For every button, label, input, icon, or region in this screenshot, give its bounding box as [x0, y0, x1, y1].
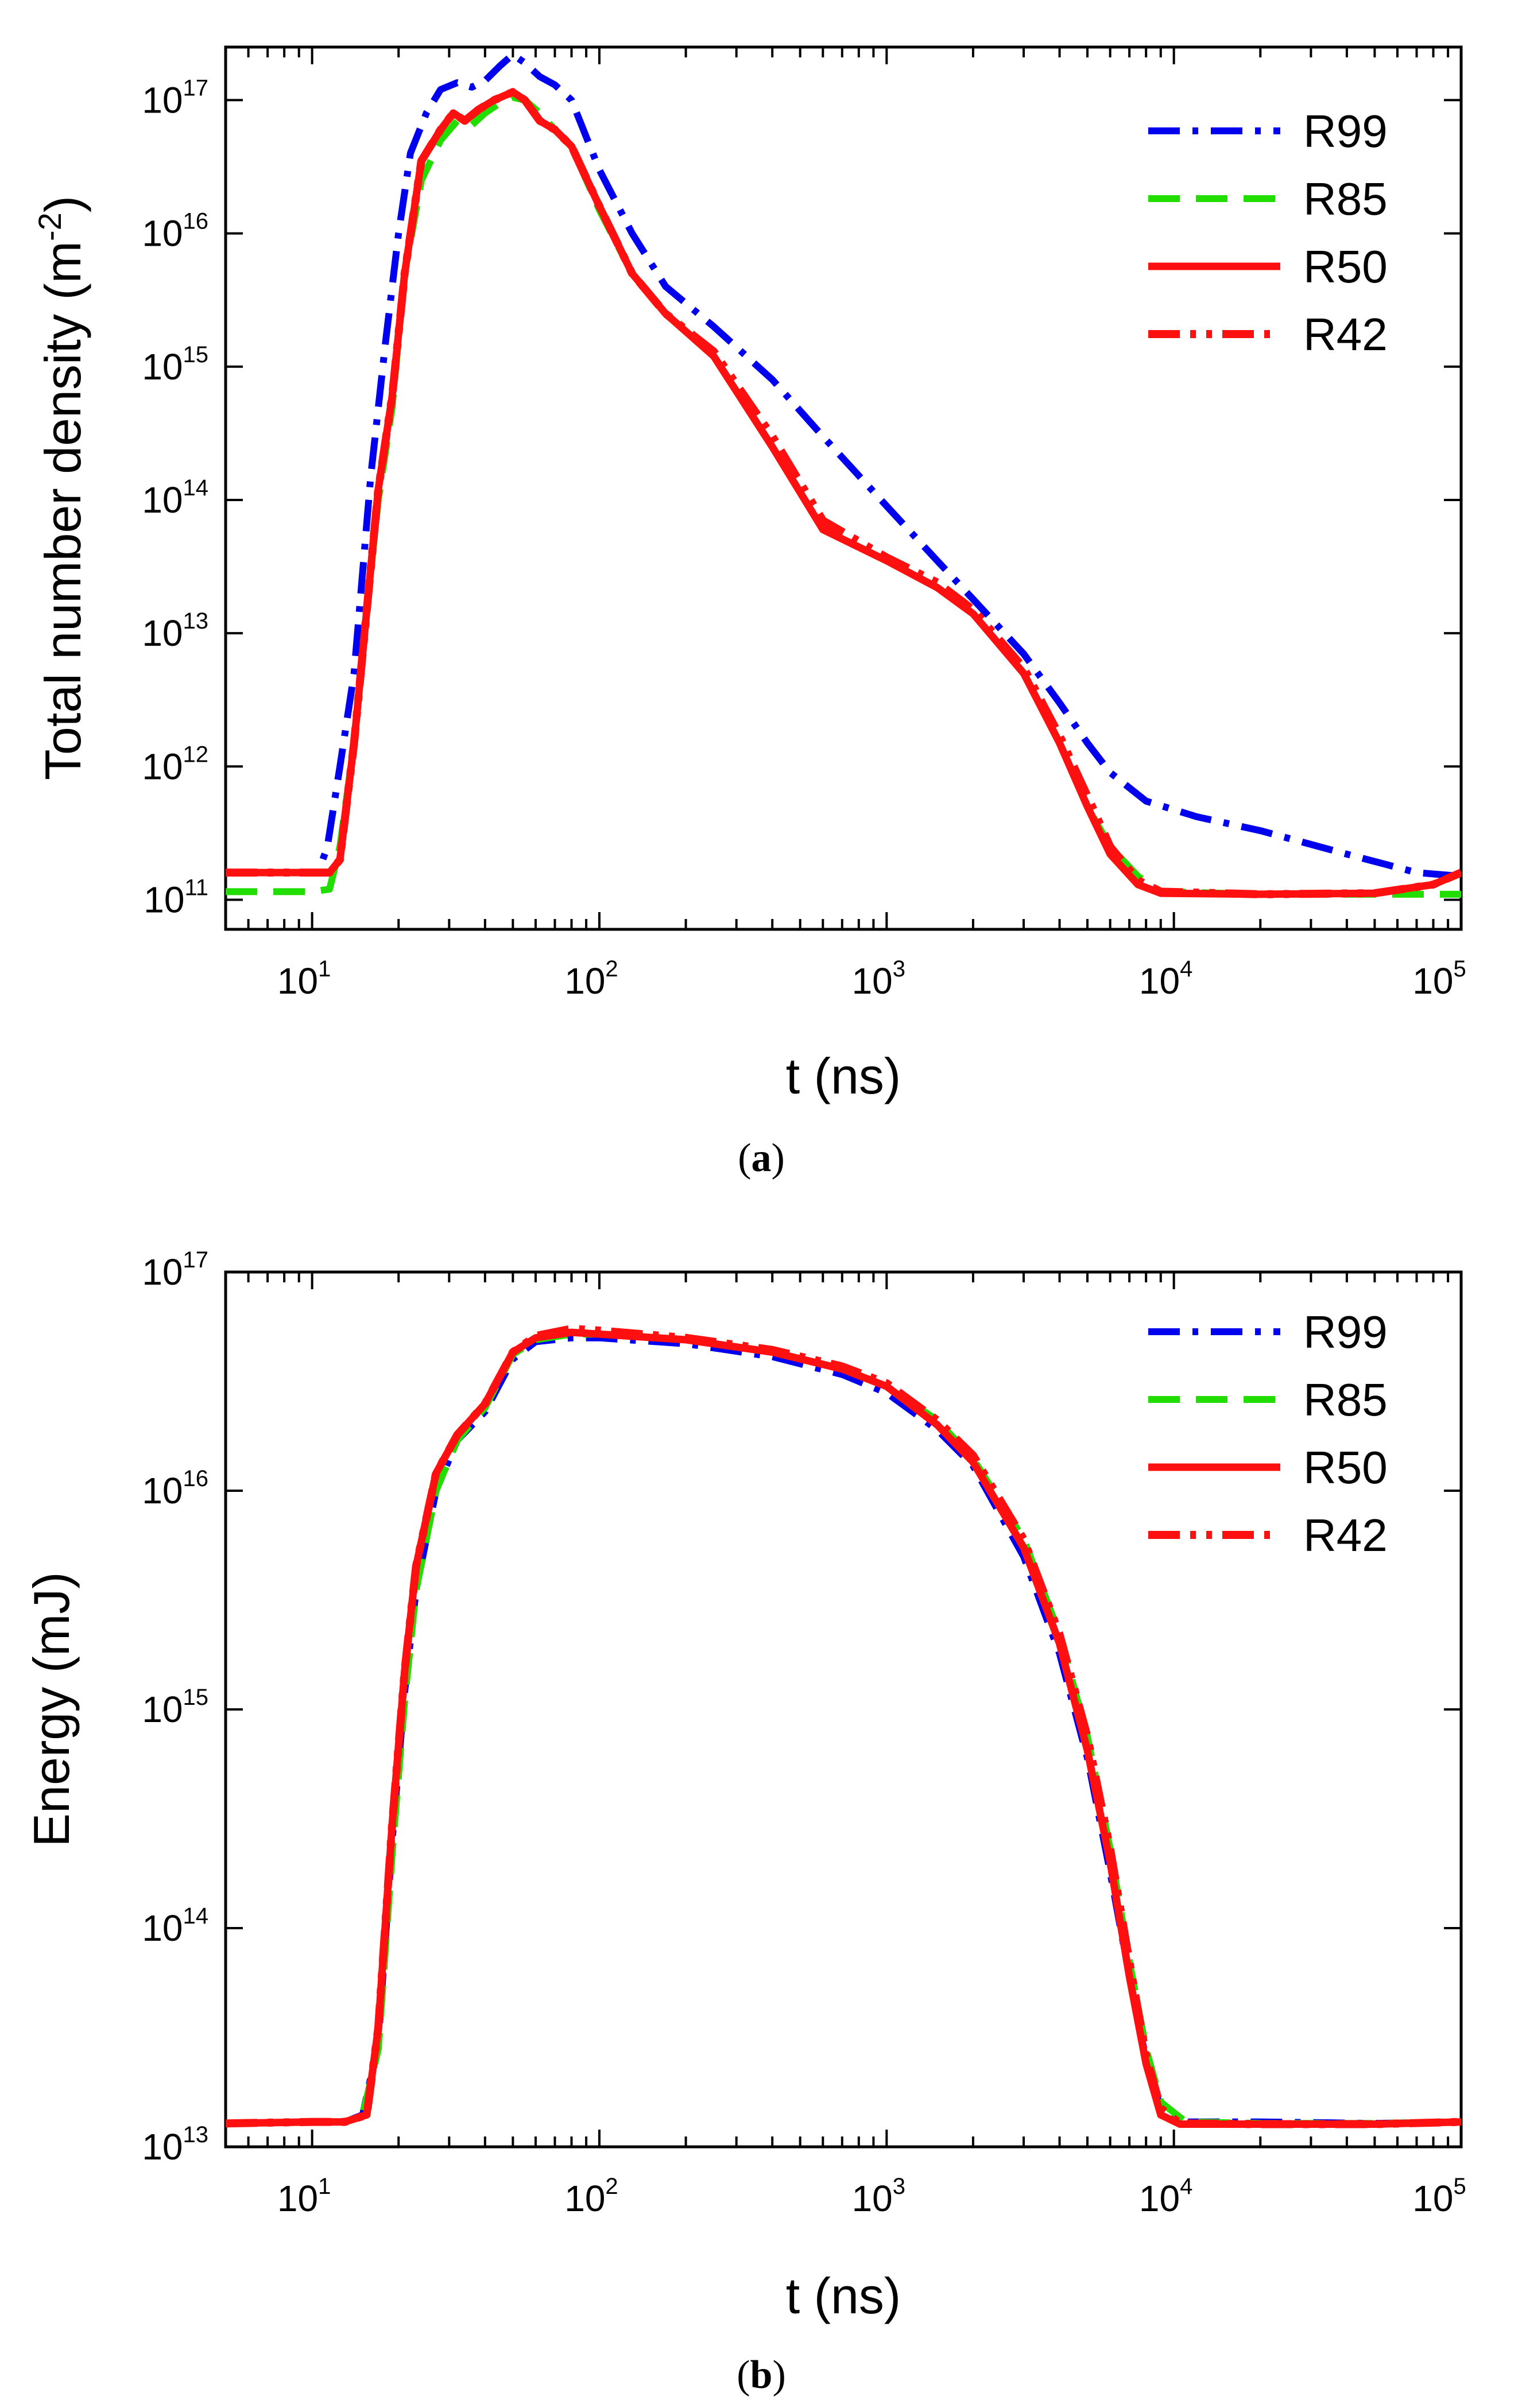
x-tick-label: 105 [1412, 956, 1466, 1002]
legend-label: R50 [1303, 1442, 1388, 1493]
x-axis-title: t (ns) [786, 2267, 901, 2324]
y-tick-label: 1013 [142, 2122, 208, 2167]
x-axis-title: t (ns) [786, 1048, 901, 1104]
y-tick-label: 1014 [142, 475, 208, 521]
legend-label: R42 [1303, 1510, 1388, 1561]
x-tick-label: 104 [1139, 956, 1192, 1002]
y-tick-label: 1013 [142, 608, 208, 654]
x-tick-label: 105 [1412, 2174, 1466, 2219]
y-tick-label: 1016 [142, 209, 208, 254]
x-tick-label: 101 [277, 2174, 331, 2219]
y-tick-label: 1014 [142, 1903, 208, 1949]
panel-a: 101 102 103 104 105 1011 1012 1013 1014 1015 1016… [32, 45, 1466, 1180]
major-ticks [226, 1271, 1462, 2148]
legend-label: R85 [1303, 173, 1388, 224]
y-axis-title: Total number density (m-2) [32, 196, 91, 780]
x-tick-labels: 101 102 103 104 105 [277, 2174, 1466, 2219]
legend-label: R99 [1303, 106, 1388, 157]
y-tick-label: 1011 [144, 875, 208, 920]
series-lines [226, 1324, 1461, 2128]
series-line-r99 [226, 51, 1461, 880]
y-tick-labels: 1013 1014 1015 1016 1017 [142, 1247, 208, 2167]
x-tick-label: 104 [1139, 2174, 1192, 2219]
major-ticks [226, 47, 1462, 929]
x-tick-label: 102 [564, 2174, 618, 2219]
caption: (a) [738, 1136, 785, 1180]
series-line-r42 [226, 88, 1461, 898]
legend-label: R50 [1303, 241, 1388, 292]
y-tick-label: 1015 [142, 1685, 208, 1730]
y-tick-label: 1017 [142, 1247, 208, 1293]
y-axis-title: Energy (mJ) [23, 1572, 80, 1847]
y-tick-label: 1016 [142, 1466, 208, 1511]
y-tick-label: 1012 [142, 742, 208, 787]
legend-label: R99 [1303, 1306, 1388, 1358]
series-lines [226, 51, 1461, 898]
panel-b: 101 102 103 104 105 1013 1014 1015 1016 1017 t (… [23, 1247, 1466, 2397]
legend-label: R42 [1303, 309, 1388, 360]
caption: (b) [737, 2353, 786, 2397]
x-tick-label: 103 [852, 956, 905, 1002]
x-tick-label: 103 [852, 2174, 905, 2219]
legend: R99 R85 R50 R42 [1148, 106, 1388, 360]
y-tick-label: 1015 [142, 342, 208, 387]
minor-ticks [224, 47, 1450, 929]
x-tick-label: 102 [564, 956, 618, 1002]
x-tick-label: 101 [277, 956, 331, 1002]
legend: R99 R85 R50 R42 [1148, 1306, 1388, 1561]
minor-ticks [224, 1272, 1450, 2147]
y-tick-label: 1017 [142, 75, 208, 121]
y-tick-labels: 1011 1012 1013 1014 1015 1016 1017 [142, 75, 208, 920]
x-tick-labels: 101 102 103 104 105 [277, 956, 1466, 1002]
series-line-r42 [226, 1324, 1461, 2128]
plot-area-frame [224, 45, 1463, 931]
legend-label: R85 [1303, 1374, 1388, 1425]
